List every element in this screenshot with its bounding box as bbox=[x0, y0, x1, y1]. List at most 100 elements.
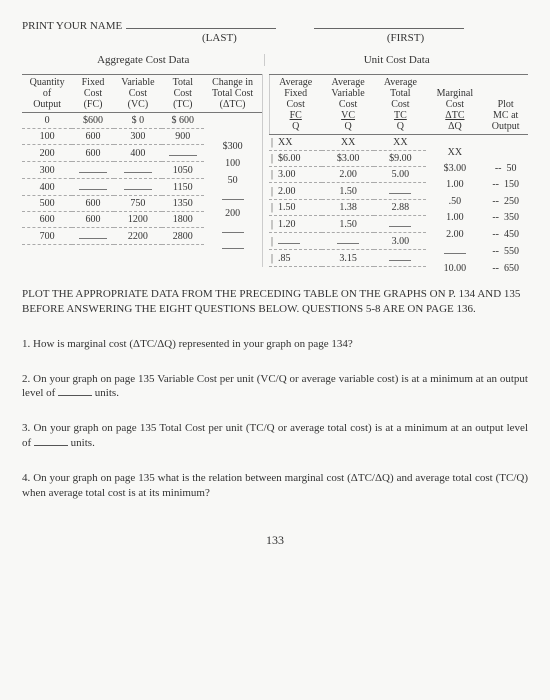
h: Marginal bbox=[437, 88, 473, 99]
q1-text: How is marginal cost (ΔTC/ΔQ) represente… bbox=[33, 338, 353, 350]
q3-blank bbox=[34, 436, 68, 446]
h: Total Cost bbox=[212, 88, 253, 99]
cell bbox=[72, 228, 114, 245]
print-name-label: PRINT YOUR NAME bbox=[22, 20, 122, 32]
cell: 200 bbox=[22, 145, 72, 162]
question-3: 3. On your graph on page 135 Total Cost … bbox=[22, 421, 528, 451]
h: Average bbox=[279, 77, 312, 88]
name-header: PRINT YOUR NAME bbox=[22, 18, 528, 32]
name-line-last bbox=[126, 18, 276, 29]
table-row: | XXXXXXXX bbox=[269, 135, 528, 151]
cell: 100 bbox=[204, 155, 262, 172]
h: Change in bbox=[212, 77, 253, 88]
section-titles: Aggregate Cost Data Unit Cost Data bbox=[22, 54, 528, 66]
h: Cost bbox=[174, 88, 192, 99]
h: Average bbox=[332, 77, 365, 88]
h: Cost bbox=[287, 99, 305, 110]
h: Output bbox=[33, 99, 61, 110]
cell: XX bbox=[374, 135, 426, 151]
cell: 400 bbox=[114, 145, 162, 162]
h: Average bbox=[384, 77, 417, 88]
cell: 300 bbox=[22, 162, 72, 179]
cell: $300 bbox=[204, 139, 262, 155]
h: Variable bbox=[121, 77, 154, 88]
unit-title: Unit Cost Data bbox=[264, 54, 528, 66]
q3-text-a: On your graph on page 135 Total Cost per… bbox=[22, 422, 528, 449]
h: Fixed bbox=[284, 88, 307, 99]
cell: 1.00 bbox=[426, 177, 483, 193]
cell: 50 bbox=[204, 172, 262, 189]
q4-text: On your graph on page 135 what is the re… bbox=[22, 472, 528, 499]
cell: XX bbox=[426, 145, 483, 161]
cell: -- 150 bbox=[483, 177, 528, 193]
question-2: 2. On your graph on page 135 Variable Co… bbox=[22, 372, 528, 402]
cell: $ 600 bbox=[162, 113, 204, 129]
cell: 1200 bbox=[114, 212, 162, 228]
cell: .50 bbox=[426, 193, 483, 210]
cell: -- 450 bbox=[483, 226, 528, 243]
cell: | $6.00 bbox=[269, 151, 322, 167]
h: ΔTC bbox=[445, 110, 464, 121]
cell bbox=[204, 222, 262, 238]
h: Quantity bbox=[30, 77, 65, 88]
cell: -- 250 bbox=[483, 193, 528, 210]
cell: -- 650 bbox=[483, 260, 528, 277]
cell: 10.00 bbox=[426, 260, 483, 277]
h: Plot bbox=[498, 99, 514, 110]
cell: XX bbox=[322, 135, 374, 151]
unit-table-wrap: AverageFixedCostFCQ AverageVariableCostV… bbox=[262, 74, 528, 267]
h: Cost bbox=[391, 99, 409, 110]
h: Q bbox=[344, 121, 351, 132]
unit-table: AverageFixedCostFCQ AverageVariableCostV… bbox=[269, 74, 528, 267]
cell: 200 bbox=[204, 206, 262, 222]
cell: $9.00 bbox=[374, 151, 426, 167]
cell: | 1.20 bbox=[269, 216, 322, 233]
cell bbox=[114, 162, 162, 179]
cell bbox=[72, 179, 114, 196]
cell: 900 bbox=[162, 129, 204, 145]
h: Q bbox=[292, 121, 299, 132]
cell: | 3.00 bbox=[269, 167, 322, 183]
cell: | 2.00 bbox=[269, 183, 322, 200]
cell: $3.00 bbox=[426, 161, 483, 177]
cell: 2.00 bbox=[322, 167, 374, 183]
cell: 1150 bbox=[162, 179, 204, 196]
cell: | 1.50 bbox=[269, 200, 322, 216]
instructions-text: PLOT THE APPROPRIATE DATA FROM THE PRECE… bbox=[22, 287, 528, 317]
cell bbox=[204, 189, 262, 206]
name-line-first bbox=[314, 18, 464, 29]
h: Cost bbox=[339, 99, 357, 110]
h: Output bbox=[492, 121, 520, 132]
aggregate-title: Aggregate Cost Data bbox=[22, 54, 264, 66]
cell: | bbox=[269, 233, 322, 250]
question-4: 4. On your graph on page 135 what is the… bbox=[22, 471, 528, 501]
table-row: 0$600$ 0$ 600 bbox=[22, 113, 262, 129]
cell: 600 bbox=[22, 212, 72, 228]
cell: 600 bbox=[72, 196, 114, 212]
page-number: 133 bbox=[22, 533, 528, 548]
h: Q bbox=[397, 121, 404, 132]
cell: 600 bbox=[72, 145, 114, 162]
cell: -- 350 bbox=[483, 210, 528, 226]
first-label: (FIRST) bbox=[387, 32, 424, 44]
cell: | XX bbox=[269, 135, 322, 151]
cell: 1800 bbox=[162, 212, 204, 228]
aggregate-table-wrap: QuantityofOutput FixedCost(FC) VariableC… bbox=[22, 74, 262, 267]
cell: 1.50 bbox=[322, 216, 374, 233]
h: FC bbox=[290, 110, 302, 121]
h: (FC) bbox=[84, 99, 103, 110]
cell bbox=[374, 216, 426, 233]
cell bbox=[72, 162, 114, 179]
cell: -- 50 bbox=[483, 161, 528, 177]
h: Total bbox=[390, 88, 410, 99]
cell: 1.50 bbox=[322, 183, 374, 200]
cell: 1050 bbox=[162, 162, 204, 179]
cell: 600 bbox=[72, 129, 114, 145]
h: TC bbox=[394, 110, 407, 121]
q2-text-b: units. bbox=[92, 387, 119, 399]
cell bbox=[204, 123, 262, 139]
h: VC bbox=[341, 110, 355, 121]
h: (TC) bbox=[173, 99, 192, 110]
tables-row: QuantityofOutput FixedCost(FC) VariableC… bbox=[22, 74, 528, 267]
cell: 500 bbox=[22, 196, 72, 212]
